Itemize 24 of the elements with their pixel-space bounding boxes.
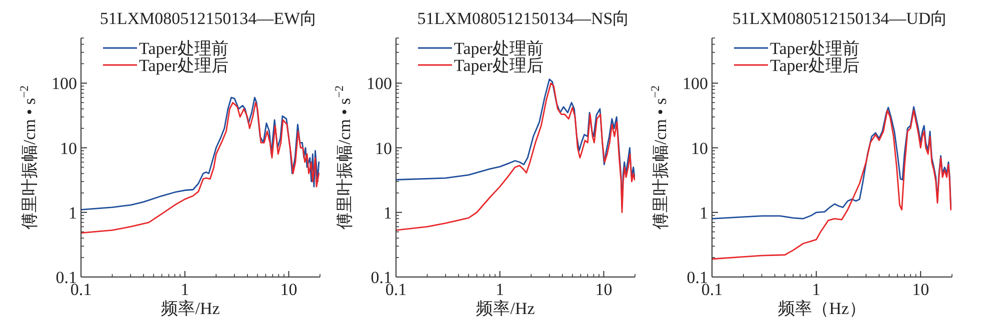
x-tick-label: 1 [812,280,821,299]
y-tick-label: 1 [700,203,708,222]
y-tick-label: 100 [52,74,77,94]
x-tick-label: 1 [180,280,190,299]
y-tick-label: 1 [384,203,392,222]
x-tick-label: 10 [595,280,612,299]
x-axis-title: 频率/Hz [161,299,220,318]
y-tick-label: 10 [60,138,77,158]
legend-label: Taper处理前 [770,39,860,58]
legend-label: Taper处理前 [454,39,544,58]
x-tick-label: 1 [496,280,504,299]
chart-title: 51LXM080512150134—EW向 [100,9,318,28]
y-tick-label: 100 [366,74,392,94]
chart-title: 51LXM080512150134—UD向 [732,9,948,28]
chart-title: 51LXM080512150134—NS向 [417,9,630,28]
x-tick-label: 10 [280,280,298,299]
legend-label: Taper处理前 [139,39,228,58]
y-tick-label: 10 [691,138,708,158]
y-tick-label: 100 [682,74,708,94]
y-tick-label: 1 [68,203,77,222]
x-axis-title: 频率（Hz） [778,299,866,318]
x-tick-label: 10 [912,280,930,299]
x-axis-title: 频率/Hz [476,299,536,318]
y-tick-label: 10 [375,138,392,158]
